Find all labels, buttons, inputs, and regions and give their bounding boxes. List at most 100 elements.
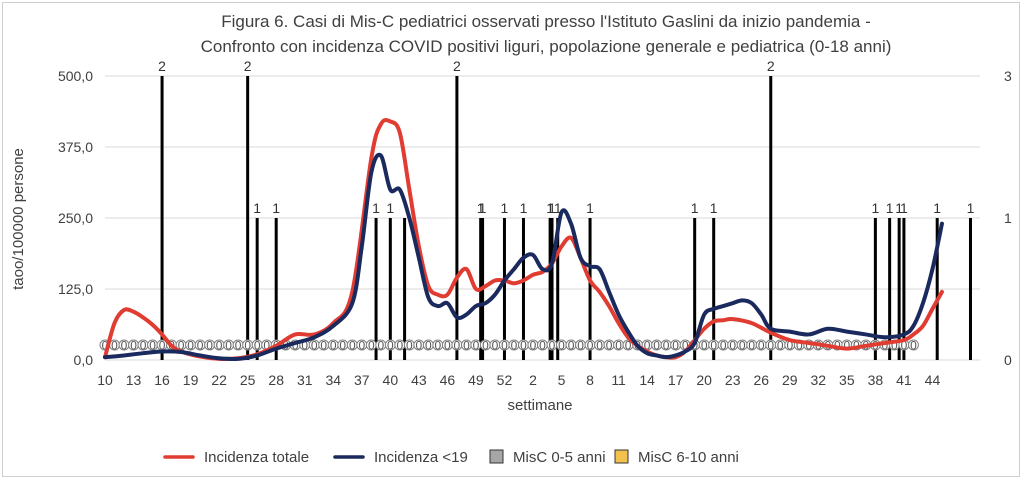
event-bar-label: 1 [501, 200, 509, 216]
zero-marker-label: 0 [301, 339, 308, 353]
legend-swatch [614, 449, 629, 464]
zero-marker-label: 0 [121, 339, 128, 353]
y-tick-label: 250,0 [58, 210, 93, 226]
zero-marker-label: 0 [425, 339, 432, 353]
x-tick-label: 17 [668, 372, 684, 388]
zero-marker-label: 0 [377, 339, 384, 353]
zero-marker-label: 0 [216, 339, 223, 353]
event-bar-label: 1 [933, 200, 941, 216]
series-line-incidenza-under-19 [103, 152, 944, 362]
zero-marker-label: 0 [796, 339, 803, 353]
zero-marker-label: 0 [786, 339, 793, 353]
x-tick-label: 41 [896, 372, 912, 388]
x-tick-label: 5 [558, 372, 566, 388]
event-bar-label: 1 [900, 200, 908, 216]
zero-marker [907, 339, 919, 351]
event-bar [274, 218, 278, 360]
zero-marker-label: 0 [463, 339, 470, 353]
event-bar [935, 218, 939, 360]
zero-marker-label: 0 [644, 339, 651, 353]
zero-marker-label: 0 [748, 339, 755, 353]
zero-marker-label: 0 [568, 339, 575, 353]
legend-label: MisC 6-10 anni [638, 449, 739, 466]
y2-tick-label: 3 [1004, 68, 1012, 84]
zero-marker-label: 0 [701, 339, 708, 353]
zero-marker-label: 0 [444, 339, 451, 353]
legend-swatch [489, 449, 504, 464]
x-tick-label: 19 [183, 372, 199, 388]
zero-marker-label: 0 [625, 339, 632, 353]
zero-marker-label: 0 [254, 339, 261, 353]
x-tick-label: 28 [268, 372, 284, 388]
y2-tick-label: 1 [1004, 210, 1012, 226]
x-tick-label: 2 [529, 372, 537, 388]
zero-marker-label: 0 [482, 339, 489, 353]
y-tick-label: 500,0 [58, 68, 93, 84]
event-bar [374, 218, 378, 360]
x-tick-label: 13 [126, 372, 142, 388]
event-bar [550, 218, 554, 360]
x-tick-label: 52 [497, 372, 513, 388]
event-bar [769, 76, 773, 360]
y-tick-label: 0,0 [74, 352, 94, 368]
event-bar-label: 1 [477, 200, 485, 216]
zero-marker-label: 0 [901, 339, 908, 353]
zero-marker-label: 0 [492, 339, 499, 353]
event-bar-label: 1 [386, 200, 394, 216]
zero-marker-label: 0 [530, 339, 537, 353]
zero-marker-label: 0 [225, 339, 232, 353]
zero-marker-label: 0 [330, 339, 337, 353]
zero-marker-label: 0 [577, 339, 584, 353]
zero-marker-label: 0 [339, 339, 346, 353]
event-bar-label: 1 [548, 200, 556, 216]
event-bar [160, 76, 164, 360]
zero-marker-label: 0 [149, 339, 156, 353]
zero-marker-label: 0 [558, 339, 565, 353]
event-bar-label: 1 [886, 200, 894, 216]
event-bar [968, 218, 972, 360]
chart-title: Figura 6. Casi di Mis-C pediatrici osser… [221, 12, 871, 31]
event-bar-label: 1 [546, 200, 554, 216]
zero-marker-label: 0 [596, 339, 603, 353]
zero-marker-label: 0 [663, 339, 670, 353]
zero-marker-label: 0 [473, 339, 480, 353]
zero-marker-label: 0 [720, 339, 727, 353]
y2-tick-label: 0 [1004, 352, 1012, 368]
zero-marker-label: 0 [197, 339, 204, 353]
event-bar [897, 218, 901, 360]
x-tick-label: 16 [154, 372, 170, 388]
x-tick-label: 29 [782, 372, 798, 388]
zero-marker-label: 0 [739, 339, 746, 353]
x-tick-label: 26 [753, 372, 769, 388]
event-bar-label: 2 [767, 58, 775, 74]
x-tick-label: 46 [440, 372, 456, 388]
x-tick-label: 49 [468, 372, 484, 388]
event-bar [588, 218, 592, 360]
x-tick-label: 34 [325, 372, 341, 388]
zero-marker-label: 0 [844, 339, 851, 353]
legend-label: Incidenza <19 [374, 449, 468, 466]
zero-marker-label: 0 [606, 339, 613, 353]
zero-marker-label: 0 [710, 339, 717, 353]
zero-marker-label: 0 [206, 339, 213, 353]
event-bar-label: 1 [967, 200, 975, 216]
x-tick-label: 8 [586, 372, 594, 388]
zero-marker-label: 0 [549, 339, 556, 353]
x-tick-label: 25 [240, 372, 256, 388]
x-tick-label: 20 [696, 372, 712, 388]
zero-marker-label: 0 [615, 339, 622, 353]
zero-marker-label: 0 [511, 339, 518, 353]
zero-marker-label: 0 [102, 339, 109, 353]
zero-marker-label: 0 [729, 339, 736, 353]
event-bar-label: 1 [895, 200, 903, 216]
zero-marker-label: 0 [672, 339, 679, 353]
zero-marker-label: 0 [882, 339, 889, 353]
x-tick-label: 23 [725, 372, 741, 388]
zero-marker-label: 0 [416, 339, 423, 353]
chart-subtitle: Confronto con incidenza COVID positivi l… [201, 37, 892, 56]
zero-marker-label: 0 [349, 339, 356, 353]
zero-marker-label: 0 [805, 339, 812, 353]
zero-marker-label: 0 [244, 339, 251, 353]
event-bar [403, 218, 407, 360]
